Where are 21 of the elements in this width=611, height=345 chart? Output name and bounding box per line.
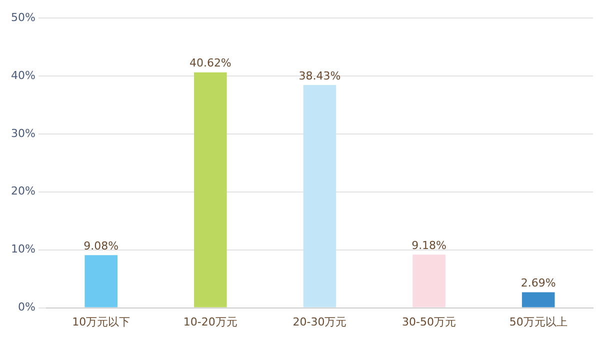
- bar: [194, 72, 227, 308]
- x-tick-label: 50万元以上: [509, 315, 568, 328]
- data-label: 40.62%: [189, 56, 232, 70]
- x-tick-label: 10-20万元: [183, 315, 238, 328]
- y-tick-label: 10%: [10, 242, 36, 256]
- data-label: 38.43%: [298, 69, 341, 82]
- bar: [303, 85, 336, 308]
- data-label: 2.69%: [520, 276, 556, 290]
- x-tick-label: 20-30万元: [292, 315, 347, 328]
- y-tick-label: 40%: [10, 68, 36, 82]
- y-tick-label: 0%: [18, 300, 36, 314]
- y-tick-label: 50%: [10, 10, 36, 24]
- bar: [412, 254, 446, 308]
- bar: [84, 255, 118, 308]
- data-label: 9.18%: [412, 238, 447, 252]
- x-tick-label: 10万元以下: [72, 315, 130, 328]
- data-label: 9.08%: [84, 240, 119, 253]
- y-tick-label: 20%: [10, 184, 36, 198]
- x-tick-label: 30-50万元: [402, 315, 456, 328]
- bar: [522, 292, 555, 308]
- y-tick-label: 30%: [10, 126, 36, 140]
